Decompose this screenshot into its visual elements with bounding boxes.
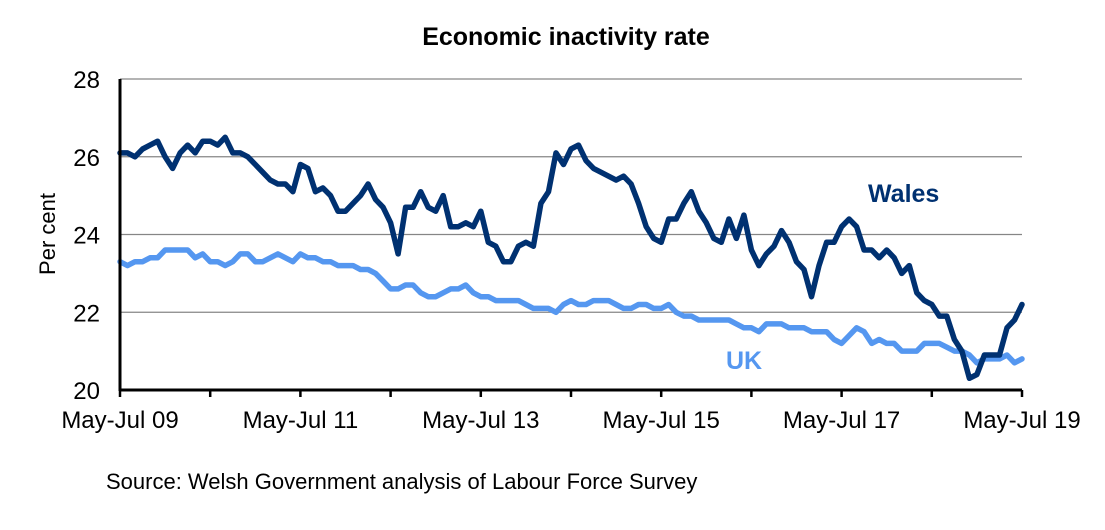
x-tick-label: May-Jul 13 — [422, 407, 539, 434]
chart-title: Economic inactivity rate — [422, 23, 710, 51]
y-tick-label: 28 — [73, 67, 100, 94]
x-tick-labels: May-Jul 09 May-Jul 11 May-Jul 13 May-Jul 15… — [61, 407, 1080, 434]
series-label-wales: Wales — [868, 180, 939, 208]
y-axis-label: Per cent — [35, 193, 60, 275]
series-lines — [117, 134, 1025, 382]
y-tick-label: 22 — [73, 300, 100, 327]
x-tick-label: May-Jul 11 — [243, 407, 359, 434]
y-tick-labels: 20 22 24 26 28 — [73, 67, 100, 405]
x-tick-label: May-Jul 15 — [603, 407, 720, 434]
series-label-uk: UK — [726, 347, 762, 375]
x-tick-label: May-Jul 19 — [963, 407, 1080, 434]
x-tick-label: May-Jul 17 — [783, 407, 900, 434]
source-note: Source: Welsh Government analysis of Lab… — [106, 469, 698, 494]
x-tick-label: May-Jul 09 — [61, 407, 178, 434]
series-line-uk — [117, 247, 1025, 366]
series-labels: Wales UK — [726, 180, 939, 375]
series-line-wales — [117, 134, 1025, 382]
gridlines — [120, 78, 1022, 313]
y-tick-label: 24 — [73, 223, 100, 250]
y-tick-label: 26 — [73, 145, 100, 172]
y-tick-label: 20 — [73, 378, 100, 405]
axes — [118, 79, 1024, 397]
